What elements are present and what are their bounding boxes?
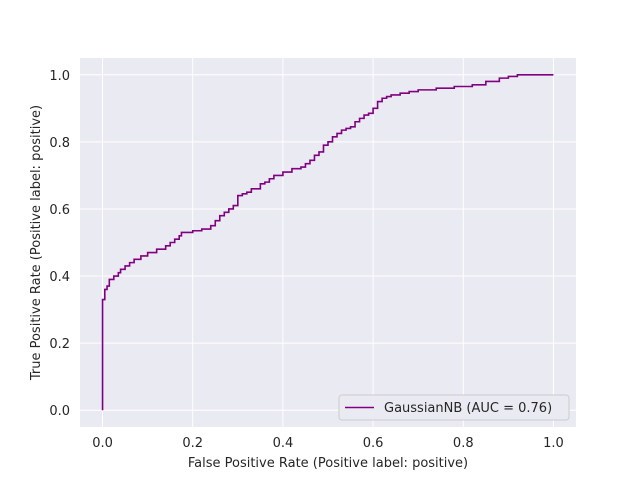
y-tick-label: 0.8: [49, 136, 70, 151]
y-axis-ticks: 0.0 0.2 0.4 0.6 0.8 1.0: [49, 69, 70, 419]
grid: [80, 58, 576, 427]
x-tick-label: 1.0: [543, 436, 564, 451]
x-tick-label: 0.8: [453, 436, 474, 451]
legend-label: GaussianNB (AUC = 0.76): [384, 401, 552, 416]
x-tick-label: 0.2: [182, 436, 203, 451]
y-tick-label: 0.2: [49, 337, 70, 352]
roc-curve: [101, 73, 554, 411]
legend: GaussianNB (AUC = 0.76): [338, 394, 570, 421]
plot-background: [80, 58, 576, 427]
y-tick-label: 0.0: [49, 404, 70, 419]
y-tick-label: 0.4: [49, 270, 70, 285]
y-axis-label: True Positive Rate (Positive label: posi…: [29, 105, 44, 381]
y-tick-label: 0.6: [49, 203, 70, 218]
x-axis-ticks: 0.0 0.2 0.4 0.6 0.8 1.0: [92, 436, 564, 451]
x-axis-label: False Positive Rate (Positive label: pos…: [188, 456, 468, 471]
x-tick-label: 0.4: [273, 436, 294, 451]
curve-layer: [101, 73, 554, 411]
y-tick-label: 1.0: [49, 69, 70, 84]
x-tick-label: 0.6: [363, 436, 384, 451]
legend-box: [338, 394, 570, 421]
x-tick-label: 0.0: [92, 436, 113, 451]
